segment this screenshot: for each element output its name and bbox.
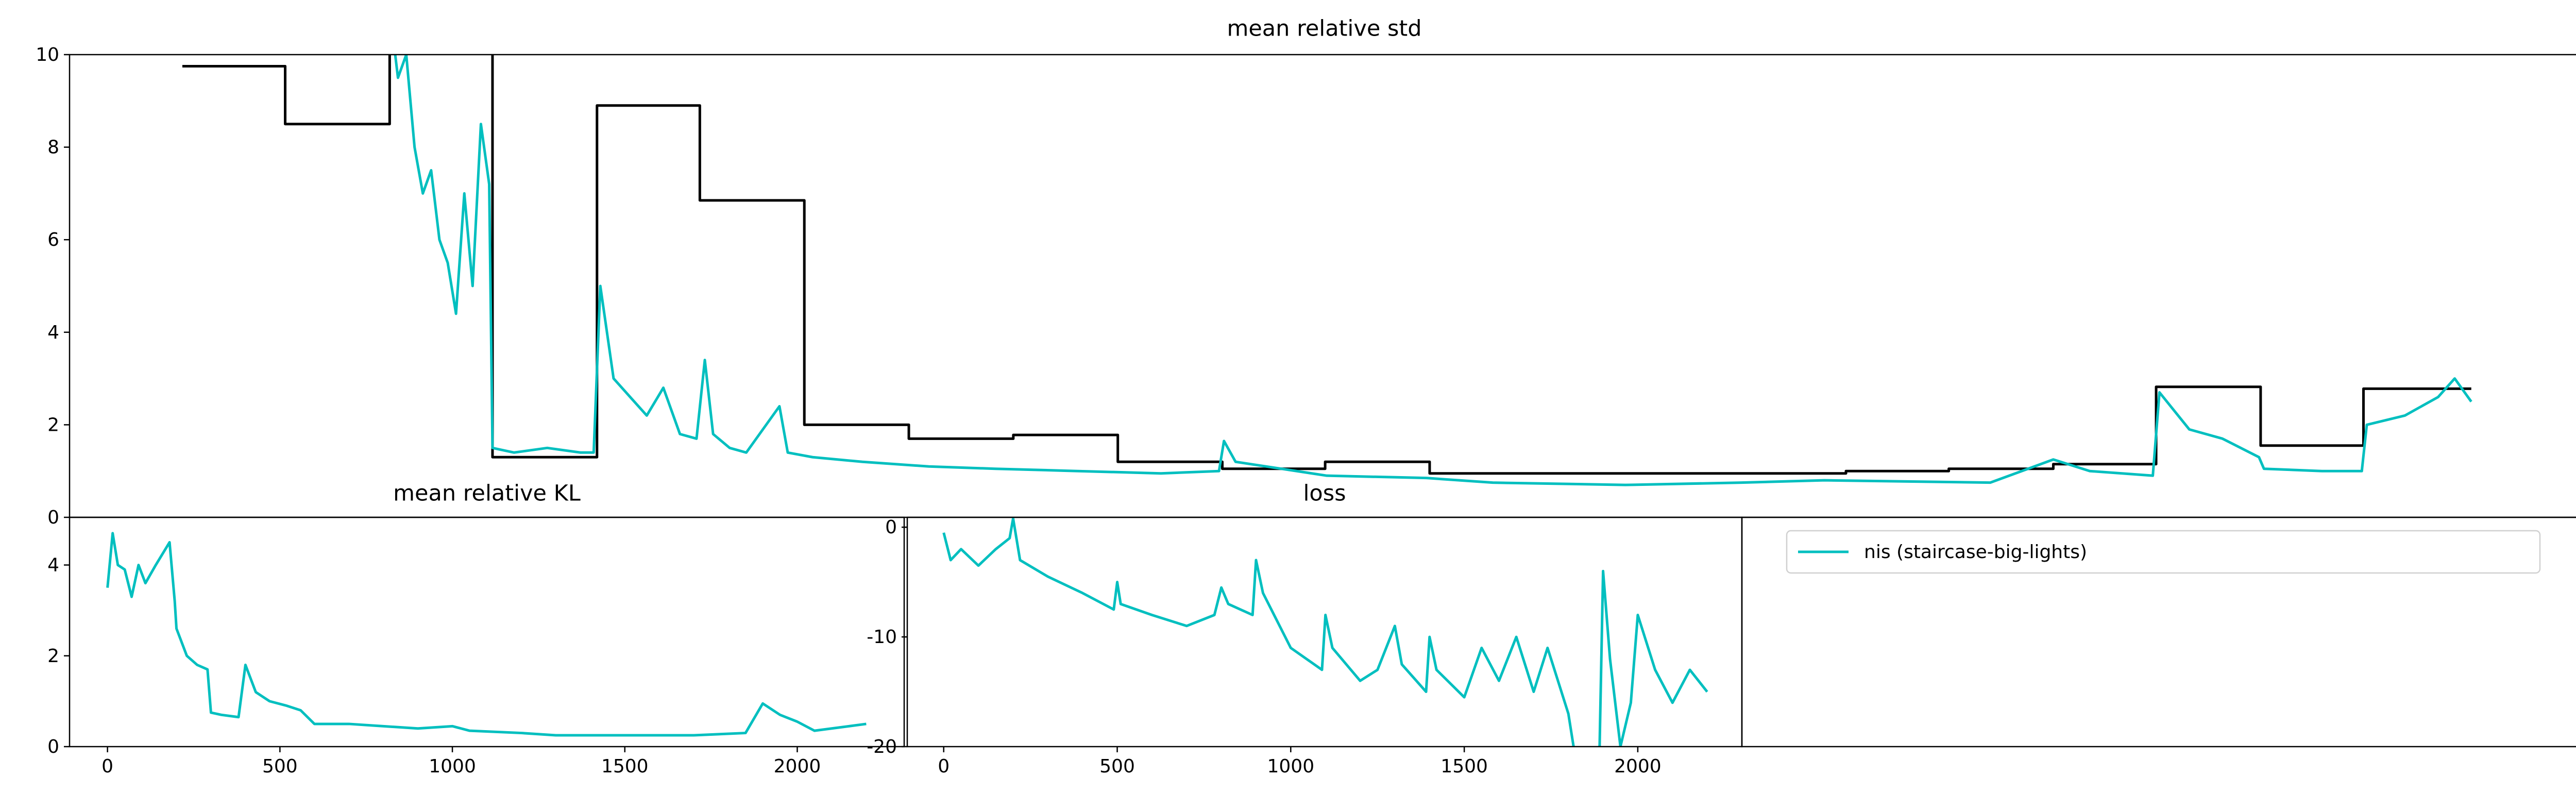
legend-label: nis (staircase-big-lights) (1864, 542, 2087, 563)
y-tick-label: 0 (47, 507, 59, 528)
series-line (106, 532, 867, 737)
y-tick-label: 2 (47, 414, 59, 435)
y-tick-label: -20 (867, 736, 897, 757)
series-line (942, 517, 1708, 747)
series-line (182, 55, 2471, 475)
y-tick-label: 4 (47, 555, 59, 576)
x-tick-label: 1000 (1267, 756, 1315, 777)
y-tick-label: 0 (885, 517, 897, 538)
axes-frame (69, 54, 2576, 518)
axes-frame (1741, 516, 2576, 748)
x-tick-label: 1500 (601, 756, 649, 777)
axes-title: mean relative KL (393, 481, 581, 507)
x-tick-label: 0 (101, 756, 113, 777)
x-tick-label: 1000 (429, 756, 476, 777)
plot-area (182, 55, 2472, 486)
x-tick-label: 2000 (1614, 756, 1662, 777)
y-tick-label: 6 (47, 229, 59, 250)
y-tick-label: 2 (47, 646, 59, 667)
y-tick-label: -10 (867, 627, 897, 648)
plot-area (942, 517, 1708, 747)
plot-area (106, 532, 867, 737)
x-tick-label: 500 (262, 756, 298, 777)
y-tick-label: 10 (36, 44, 59, 65)
y-tick-label: 0 (47, 736, 59, 757)
x-tick-label: 1500 (1440, 756, 1488, 777)
x-tick-label: 2000 (774, 756, 821, 777)
x-tick-label: 500 (1099, 756, 1135, 777)
axes-frame (69, 516, 905, 748)
legend-box (1786, 530, 2541, 574)
series-line (394, 55, 2472, 486)
y-tick-label: 4 (47, 322, 59, 343)
axes-title: mean relative std (1227, 16, 1421, 42)
x-tick-label: 0 (938, 756, 950, 777)
y-tick-label: 8 (47, 137, 59, 158)
axes-title: loss (1303, 481, 1346, 507)
